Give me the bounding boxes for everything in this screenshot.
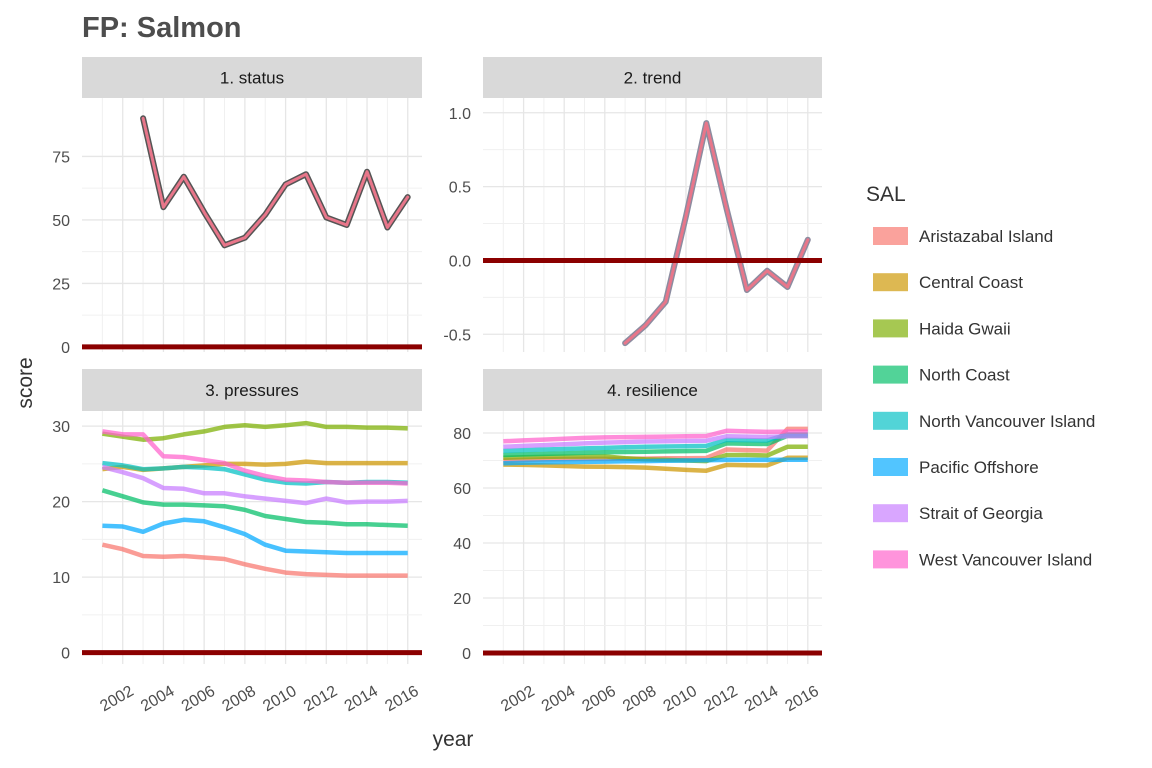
x-tick-label: 2014 [342,683,381,716]
series-line-outline [140,115,411,249]
chart-title: FP: Salmon [82,12,242,44]
series-line [503,433,808,458]
legend: Aristazabal Island Central Coast Haida Gwa… [873,227,1095,569]
y-tick-label: 0.0 [449,253,471,270]
y-tick-label: 60 [453,481,471,498]
facet-strip [483,57,822,98]
x-tick-label: 2002 [498,683,537,716]
y-tick-label: 20 [52,495,70,512]
x-tick-label: 2008 [220,683,259,716]
legend-label: Haida Gwaii [919,319,1011,338]
series-line [102,429,408,486]
legend-label: Central Coast [919,273,1023,292]
legend-label: Pacific Offshore [919,458,1039,477]
legend-label: West Vancouver Island [919,550,1092,569]
legend-key [873,365,908,384]
y-tick-label: 20 [453,591,471,608]
x-tick-label: 2002 [97,683,136,716]
x-tick-label: 2010 [661,683,700,716]
legend-label: North Coast [919,366,1010,385]
series-line [503,455,808,473]
x-tick-label: 2006 [579,683,618,716]
x-tick-label: 2006 [179,683,218,716]
legend-title: SAL [866,183,906,206]
x-tick-label: 2016 [782,683,821,716]
facet-strip-label: 1. status [220,69,284,88]
x-tick-label: 2004 [539,683,578,716]
y-tick-label: 30 [52,419,70,436]
x-tick-label: 2014 [742,683,781,716]
x-tick-label: 2012 [701,683,740,716]
legend-key [873,458,908,476]
facet-strip [82,369,422,411]
y-tick-label: 10 [52,570,70,587]
x-tick-label: 2012 [301,683,340,716]
series-line [101,464,408,506]
y-tick-label: 75 [52,149,70,166]
legend-key [873,273,908,292]
facet-panel-2: 2. trend -0.5 0.0 0.5 1.0 [443,57,822,352]
series-line [102,517,408,556]
series-line [503,432,808,454]
legend-key [873,550,908,569]
series-line [101,488,408,529]
y-tick-label: 40 [453,536,471,553]
facet-strip-label: 3. pressures [205,381,299,400]
series-line-outline [622,120,811,347]
series-line [503,434,808,450]
legend-label: Strait of Georgia [919,504,1043,523]
series-line [102,420,408,442]
y-tick-label: -0.5 [443,327,471,344]
facet-strip [483,369,822,411]
legend-key [873,504,908,523]
facet-panel-1: 1. status 0 25 50 75 [52,57,422,357]
y-tick-label: 50 [52,213,70,230]
x-axis-title: year [433,728,474,751]
series-line [141,116,410,247]
y-tick-label: 0 [462,646,471,663]
x-tick-label: 2004 [138,683,177,716]
y-tick-label: 1.0 [449,106,471,123]
legend-key [873,319,908,338]
y-tick-label: 0.5 [449,180,471,197]
x-tick-label: 2016 [382,683,421,716]
y-tick-label: 0 [61,646,70,663]
facet-strip-label: 2. trend [624,69,682,88]
x-tick-label: 2008 [620,683,659,716]
y-tick-label: 25 [52,276,70,293]
series-line [623,121,810,345]
legend-key [873,411,908,430]
legend-label: Aristazabal Island [919,227,1053,246]
y-axis-title: score [14,357,37,408]
legend-key [873,227,908,245]
series-line [503,428,808,444]
series-line [101,542,408,578]
legend-label: North Vancouver Island [919,412,1095,431]
facet-strip [82,57,422,98]
x-tick-label: 2010 [260,683,299,716]
series-line [503,457,808,466]
facet-strip-label: 4. resilience [607,381,698,400]
y-tick-label: 80 [453,426,471,443]
y-tick-label: 0 [61,340,70,357]
